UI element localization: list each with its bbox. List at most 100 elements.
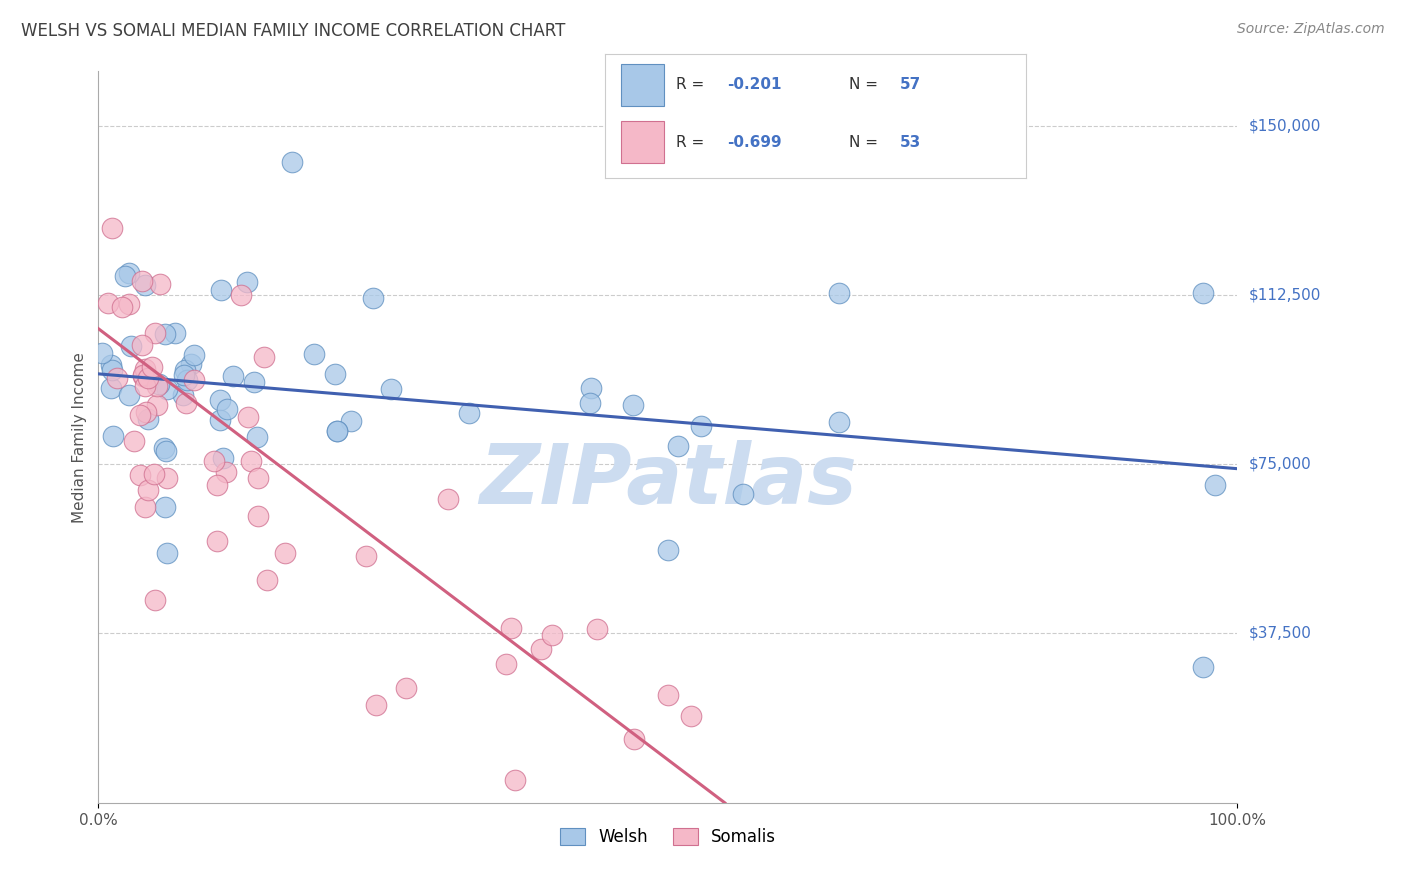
- Point: [134, 277, 156, 292]
- Point: [149, 277, 172, 291]
- Text: ZIPatlas: ZIPatlas: [479, 441, 856, 522]
- Point: [141, 360, 163, 375]
- Y-axis label: Median Family Income: Median Family Income: [72, 351, 87, 523]
- Point: [253, 350, 276, 364]
- Point: [101, 362, 124, 376]
- Point: [246, 471, 269, 485]
- Point: [361, 291, 384, 305]
- Point: [100, 220, 122, 235]
- Point: [657, 688, 679, 702]
- Point: [183, 347, 205, 361]
- Point: [323, 368, 346, 382]
- Point: [172, 388, 194, 402]
- Text: R =: R =: [676, 78, 710, 92]
- Point: [256, 573, 278, 587]
- Point: [156, 382, 179, 396]
- Point: [236, 410, 259, 425]
- Point: [128, 408, 150, 422]
- Text: WELSH VS SOMALI MEDIAN FAMILY INCOME CORRELATION CHART: WELSH VS SOMALI MEDIAN FAMILY INCOME COR…: [21, 22, 565, 40]
- Point: [274, 546, 297, 560]
- Point: [100, 358, 122, 372]
- Point: [117, 266, 139, 280]
- Point: [120, 338, 142, 352]
- Point: [499, 621, 522, 635]
- Point: [395, 681, 418, 695]
- Point: [100, 381, 122, 395]
- Point: [215, 401, 238, 416]
- Point: [131, 338, 153, 352]
- Point: [142, 467, 165, 482]
- Point: [156, 471, 179, 485]
- Text: $150,000: $150,000: [1249, 118, 1320, 133]
- Point: [176, 373, 198, 387]
- Legend: Welsh, Somalis: Welsh, Somalis: [553, 822, 783, 853]
- Point: [326, 424, 349, 438]
- Bar: [621, 121, 664, 163]
- Point: [132, 368, 155, 382]
- Point: [136, 371, 159, 385]
- Point: [623, 731, 645, 746]
- Point: [134, 379, 156, 393]
- Point: [541, 628, 564, 642]
- Point: [657, 543, 679, 558]
- Point: [180, 358, 202, 372]
- Point: [202, 454, 225, 468]
- Bar: [621, 63, 664, 106]
- Point: [530, 641, 553, 656]
- Point: [1192, 660, 1215, 674]
- Point: [1192, 285, 1215, 300]
- Point: [111, 301, 134, 315]
- Point: [208, 413, 231, 427]
- Text: 57: 57: [900, 78, 921, 92]
- Point: [214, 465, 236, 479]
- Point: [146, 398, 169, 412]
- Point: [122, 434, 145, 448]
- Point: [437, 492, 460, 507]
- Point: [503, 773, 526, 788]
- Point: [101, 429, 124, 443]
- Point: [221, 368, 243, 383]
- Point: [91, 346, 114, 360]
- Point: [156, 546, 179, 560]
- Text: -0.699: -0.699: [727, 135, 782, 150]
- Point: [176, 395, 198, 409]
- Point: [366, 698, 388, 712]
- Text: N =: N =: [849, 78, 883, 92]
- Point: [828, 415, 851, 429]
- Point: [135, 405, 157, 419]
- Point: [173, 368, 195, 382]
- Point: [155, 443, 177, 458]
- Point: [136, 412, 159, 426]
- Point: [97, 296, 120, 310]
- Point: [146, 378, 169, 392]
- Point: [229, 288, 252, 302]
- Text: N =: N =: [849, 135, 883, 150]
- Point: [117, 388, 139, 402]
- Point: [143, 326, 166, 341]
- Point: [326, 424, 349, 438]
- Point: [243, 375, 266, 389]
- Point: [134, 362, 156, 376]
- Point: [207, 534, 229, 549]
- Point: [666, 439, 689, 453]
- Point: [578, 396, 600, 410]
- Point: [165, 326, 187, 340]
- Text: R =: R =: [676, 135, 710, 150]
- Text: $112,500: $112,500: [1249, 287, 1320, 302]
- Point: [354, 549, 377, 564]
- Text: $37,500: $37,500: [1249, 626, 1312, 641]
- Point: [129, 467, 152, 482]
- Text: $75,000: $75,000: [1249, 457, 1312, 472]
- Point: [148, 376, 170, 391]
- Point: [240, 454, 263, 468]
- Point: [207, 478, 229, 492]
- Point: [208, 393, 231, 408]
- Point: [153, 327, 176, 342]
- Point: [690, 419, 713, 434]
- Point: [1204, 478, 1226, 492]
- Text: -0.201: -0.201: [727, 78, 782, 92]
- Point: [138, 483, 160, 497]
- Point: [211, 451, 233, 466]
- Point: [302, 347, 325, 361]
- Point: [380, 382, 402, 396]
